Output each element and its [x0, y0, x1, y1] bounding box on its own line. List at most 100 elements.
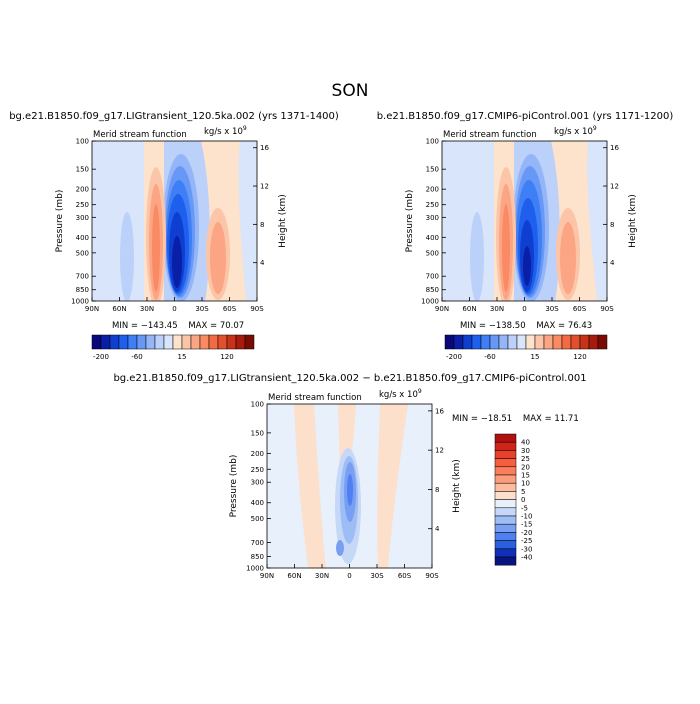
colorbar-swatch	[525, 334, 536, 350]
colorbar-swatch	[494, 532, 517, 541]
colorbar-label: 30	[521, 447, 530, 455]
panel-subtitle: Merid stream function	[93, 130, 187, 140]
colorbar-label: -15	[521, 521, 532, 529]
x-tick-label: 30S	[195, 305, 209, 313]
cell-negative-4	[347, 474, 353, 506]
y-tick-label: 100	[76, 138, 89, 146]
max-label: MAX =	[523, 414, 552, 424]
colorbar-label: -25	[521, 537, 532, 545]
colorbar-label: -60	[484, 353, 495, 361]
y-tick-label: 700	[426, 273, 439, 281]
y2-axis-label: Height (km)	[628, 194, 638, 248]
x-tick-label: 30S	[370, 572, 384, 580]
colorbar-swatch	[127, 334, 138, 350]
cell-nh-mid-negative	[470, 212, 484, 301]
y-tick-label: 500	[251, 515, 264, 523]
y-tick-label: 200	[251, 450, 264, 458]
colorbar-swatch	[494, 466, 517, 476]
colorbar-swatch	[494, 515, 517, 525]
colorbar-swatch	[471, 334, 482, 350]
panel-picontrol: b.e21.B1850.f09_g17.CMIP6-piControl.001 …	[377, 111, 674, 361]
colorbar-swatch	[534, 334, 545, 350]
colorbar-swatch	[494, 474, 517, 484]
colorbar-label: -60	[131, 353, 142, 361]
colorbar-swatch	[136, 334, 147, 350]
y2-tick-label: 8	[435, 486, 439, 494]
y-axis-label: Pressure (mb)	[405, 190, 415, 253]
colorbar-label: -20	[521, 529, 532, 537]
min-value: −18.51	[481, 414, 512, 424]
colorbar-label: -5	[521, 504, 528, 512]
y2-tick-label: 4	[260, 259, 265, 267]
colorbar-swatch	[453, 334, 464, 350]
x-tick-label: 0	[522, 305, 526, 313]
cell-hadley-positive-3	[502, 204, 510, 292]
units-label: kg/s x 109	[554, 125, 597, 137]
colorbar-swatch	[494, 507, 517, 517]
y-tick-label: 300	[76, 214, 89, 222]
x-tick-label: 60S	[573, 305, 587, 313]
max-value: 70.07	[220, 321, 244, 331]
x-tick-label: 90N	[260, 572, 274, 580]
cell-tropical-neg-7	[172, 236, 182, 288]
units-exponent: 9	[243, 125, 247, 132]
colorbar-swatch	[494, 540, 517, 550]
colorbar-swatch	[561, 334, 572, 350]
colorbar-swatch	[489, 334, 500, 350]
colorbar-label: 40	[521, 439, 530, 447]
y2-tick-label: 12	[610, 183, 619, 191]
max-value: 11.71	[554, 414, 578, 424]
cell-nh-mid-negative	[120, 212, 134, 301]
x-tick-label: 30N	[315, 572, 329, 580]
x-tick-label: 60N	[287, 572, 301, 580]
y-tick-label: 200	[76, 186, 89, 194]
y-tick-label: 150	[426, 166, 439, 174]
cell-tropical-neg-7	[523, 246, 531, 286]
colorbar-label: 10	[521, 480, 530, 488]
colorbar-swatch	[494, 441, 517, 451]
colorbar-swatch	[494, 556, 517, 566]
y-tick-label: 700	[76, 273, 89, 281]
y-tick-label: 850	[251, 553, 264, 561]
min-label: MIN =	[460, 321, 486, 331]
colorbar-swatch	[100, 334, 111, 350]
positive-band-sh	[377, 404, 408, 568]
y2-axis-label: Height (km)	[452, 459, 462, 513]
y2-tick-label: 16	[435, 407, 444, 415]
colorbar-swatch	[145, 334, 156, 350]
colorbar-label: 15	[531, 353, 540, 361]
colorbar-label: 15	[178, 353, 187, 361]
y2-tick-label: 12	[435, 447, 444, 455]
colorbar-swatch	[552, 334, 563, 350]
colorbar: -200 -60 15 120	[91, 334, 255, 361]
y-tick-label: 850	[76, 286, 89, 294]
colorbar-swatch	[226, 334, 237, 350]
y-tick-label: 300	[251, 479, 264, 487]
units-text: kg/s x 10	[379, 390, 418, 400]
colorbar-swatch	[190, 334, 201, 350]
colorbar-label: 5	[521, 488, 525, 496]
y-tick-label: 150	[251, 429, 264, 437]
axis-ticks: 100 150 200 250 300 400 500 700 850 1000 16 12 8 4 90N…	[421, 138, 619, 314]
colorbar-label: 25	[521, 455, 530, 463]
panel-subtitle: Merid stream function	[443, 130, 537, 140]
x-tick-label: 60S	[223, 305, 237, 313]
colorbar-swatch	[543, 334, 554, 350]
panel-lig: bg.e21.B1850.f09_g17.LIGtransient_120.5k…	[9, 111, 339, 361]
y-tick-label: 1000	[421, 298, 439, 306]
x-tick-label: 30N	[490, 305, 504, 313]
panel-title: b.e21.B1850.f09_g17.CMIP6-piControl.001 …	[377, 111, 674, 122]
axis-ticks: 100 150 200 250 300 400 500 700 850 1000 16 12 8 4 90N…	[246, 401, 444, 581]
colorbar-swatch	[494, 523, 517, 533]
colorbar-swatch	[199, 334, 210, 350]
cell-hadley-positive-3	[152, 204, 160, 292]
y-tick-label: 500	[76, 249, 89, 257]
colorbar-label: -10	[521, 513, 532, 521]
colorbar-swatch	[172, 334, 183, 350]
colorbar-swatch	[462, 334, 473, 350]
y-axis-label: Pressure (mb)	[229, 455, 239, 518]
cell-ferrel-positive-2	[560, 222, 576, 294]
contour-field	[267, 404, 432, 568]
y2-tick-label: 16	[610, 144, 619, 152]
